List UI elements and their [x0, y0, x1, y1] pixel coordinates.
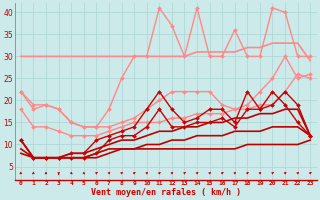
- X-axis label: Vent moyen/en rafales ( km/h ): Vent moyen/en rafales ( km/h ): [91, 188, 241, 197]
